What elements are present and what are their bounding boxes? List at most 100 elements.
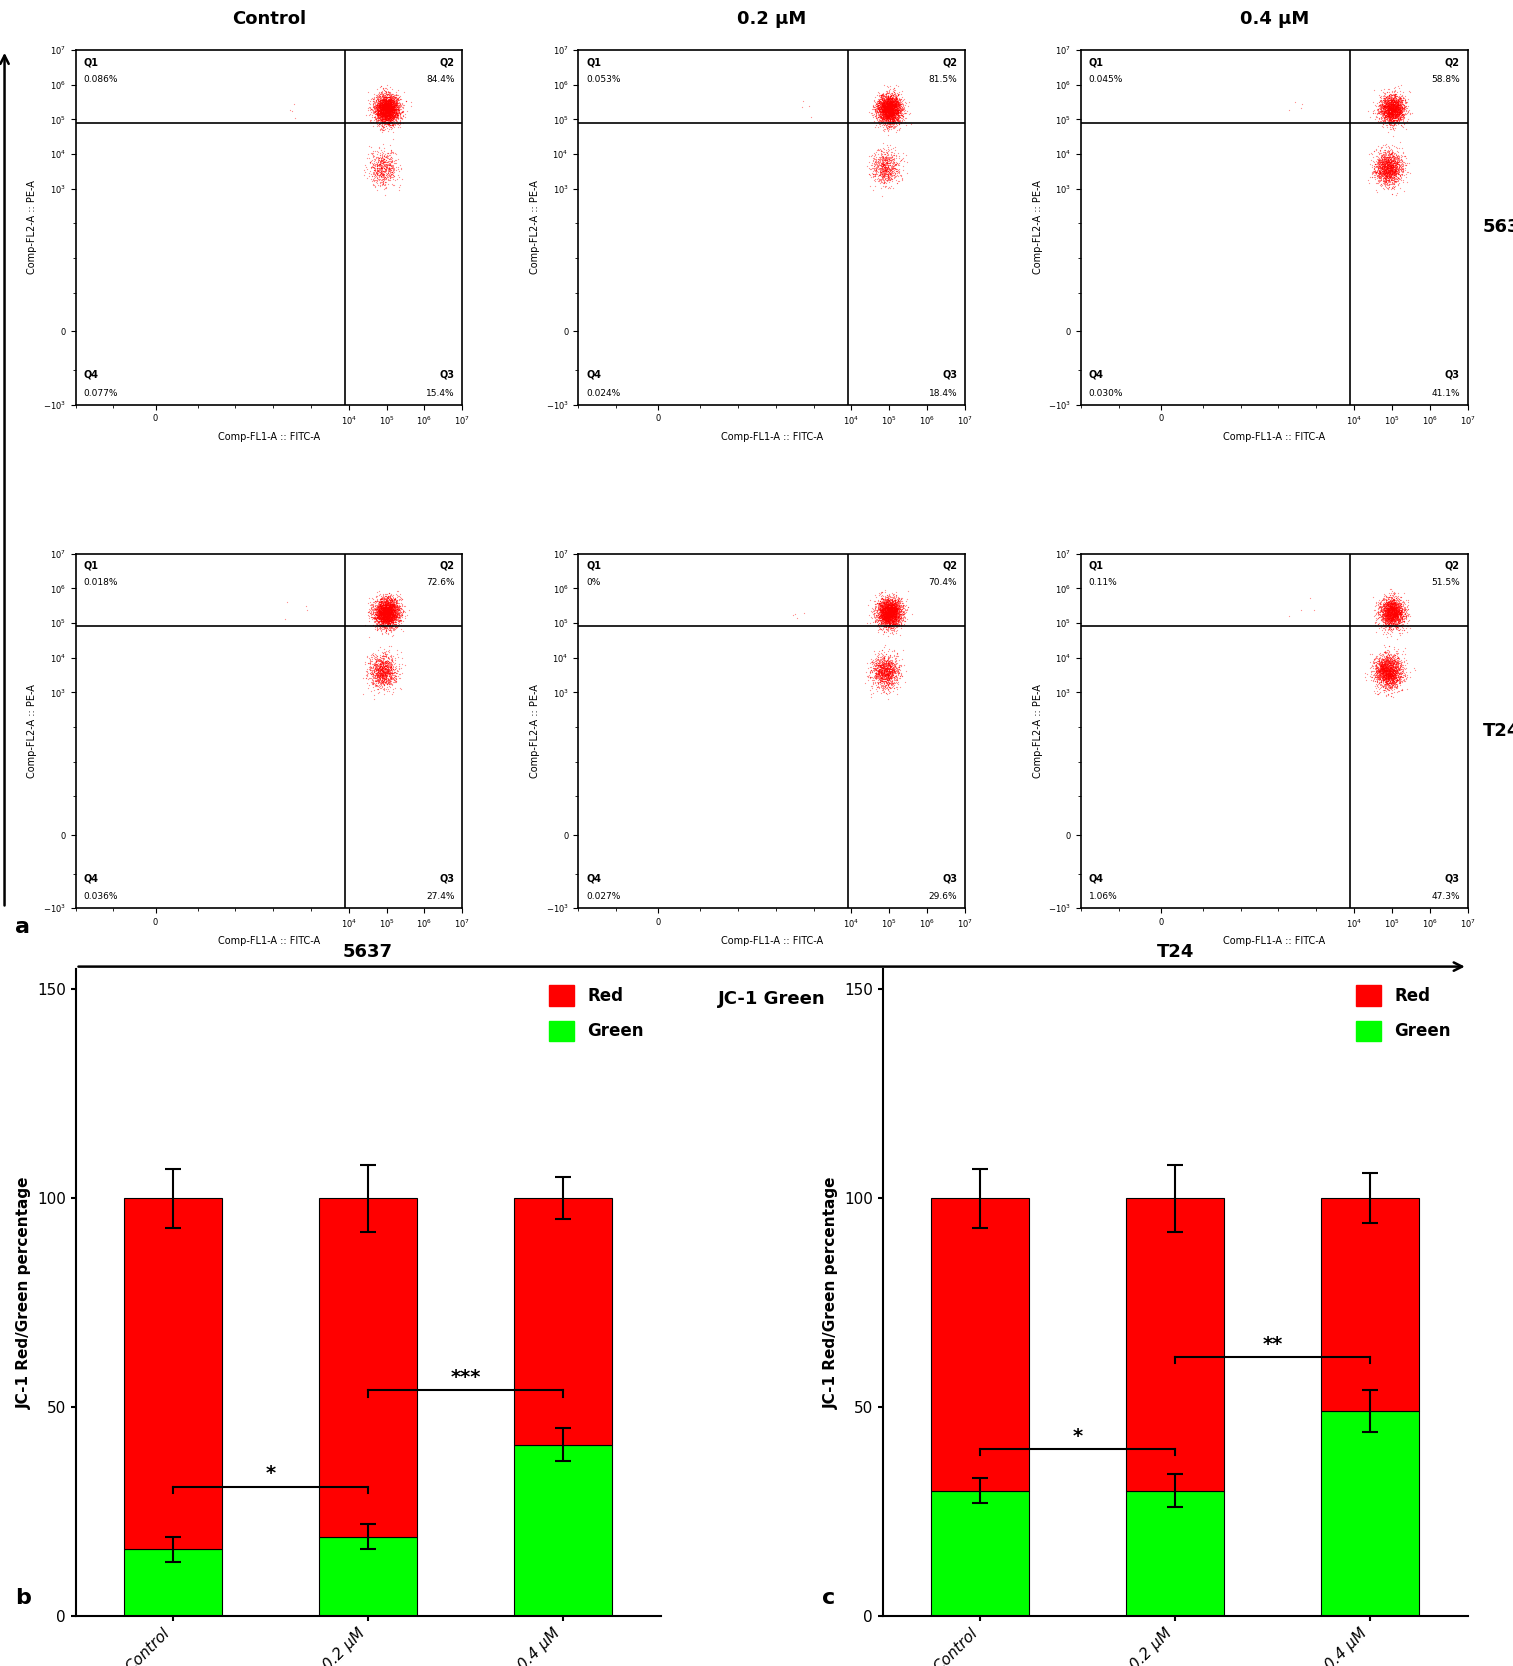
Point <box>371 603 395 630</box>
Point <box>375 100 399 127</box>
Point <box>387 90 412 117</box>
Point <box>862 608 887 635</box>
Point <box>1381 596 1406 623</box>
Point <box>870 87 894 113</box>
Point <box>875 650 899 676</box>
Point <box>362 603 386 630</box>
Point <box>861 145 885 172</box>
Point <box>387 92 412 118</box>
Point <box>377 600 401 626</box>
Point <box>368 601 392 628</box>
Point <box>1375 157 1400 183</box>
Point <box>1378 608 1403 635</box>
Point <box>387 83 412 110</box>
Point <box>1377 138 1401 165</box>
Point <box>369 97 393 123</box>
Point <box>378 88 402 115</box>
Point <box>876 595 900 621</box>
Point <box>387 610 412 636</box>
Point <box>868 152 893 178</box>
Point <box>1372 658 1396 685</box>
Point <box>372 93 396 120</box>
Point <box>372 668 396 695</box>
Point <box>372 595 396 621</box>
Point <box>870 105 894 132</box>
Point <box>363 655 387 681</box>
Point <box>377 668 401 695</box>
Point <box>375 92 399 118</box>
Point <box>1372 656 1396 683</box>
Point <box>887 88 911 115</box>
Point <box>372 95 396 122</box>
Point <box>876 585 900 611</box>
Point <box>372 93 396 120</box>
Point <box>1378 105 1403 132</box>
Point <box>1383 103 1407 130</box>
Point <box>1386 167 1410 193</box>
Point <box>362 90 386 117</box>
Point <box>873 95 897 122</box>
Point <box>384 150 409 177</box>
Point <box>374 583 398 610</box>
Point <box>372 108 396 135</box>
Point <box>875 586 899 613</box>
Point <box>1381 663 1406 690</box>
Point <box>870 601 894 628</box>
Point <box>1378 596 1403 623</box>
Point <box>383 100 407 127</box>
Point <box>1369 601 1393 628</box>
Point <box>1374 92 1398 118</box>
Point <box>374 661 398 688</box>
Point <box>374 98 398 125</box>
Point <box>1386 591 1410 618</box>
Point <box>372 591 396 618</box>
Point <box>368 591 392 618</box>
Point <box>882 155 906 182</box>
Point <box>1357 142 1381 168</box>
Point <box>861 671 885 698</box>
Point <box>1383 98 1407 125</box>
Point <box>875 601 899 628</box>
Point <box>1384 596 1409 623</box>
Bar <box>514 1198 611 1444</box>
Point <box>375 90 399 117</box>
Point <box>1384 668 1409 695</box>
Point <box>1387 98 1412 125</box>
Point <box>1386 651 1410 678</box>
Point <box>374 97 398 123</box>
Point <box>384 92 409 118</box>
Point <box>366 668 390 695</box>
Point <box>881 95 905 122</box>
Point <box>878 606 902 633</box>
Point <box>366 90 390 117</box>
Point <box>1384 601 1409 628</box>
Point <box>1377 615 1401 641</box>
Point <box>871 90 896 117</box>
Point <box>369 97 393 123</box>
Point <box>881 93 905 120</box>
Point <box>876 593 900 620</box>
Point <box>878 98 902 125</box>
Point <box>871 606 896 633</box>
Point <box>1372 665 1396 691</box>
Point <box>879 93 903 120</box>
Point <box>867 590 891 616</box>
Point <box>1380 603 1404 630</box>
Point <box>881 590 905 616</box>
Point <box>387 102 412 128</box>
Point <box>375 142 399 168</box>
Point <box>1375 668 1400 695</box>
Point <box>381 675 405 701</box>
Point <box>1381 102 1406 128</box>
Point <box>865 147 890 173</box>
Point <box>894 585 918 611</box>
Point <box>1372 165 1396 192</box>
Point <box>882 142 906 168</box>
Point <box>870 653 894 680</box>
Point <box>875 103 899 130</box>
Point <box>871 606 896 633</box>
Point <box>876 98 900 125</box>
Point <box>371 598 395 625</box>
Point <box>873 83 897 110</box>
Point <box>1386 165 1410 192</box>
